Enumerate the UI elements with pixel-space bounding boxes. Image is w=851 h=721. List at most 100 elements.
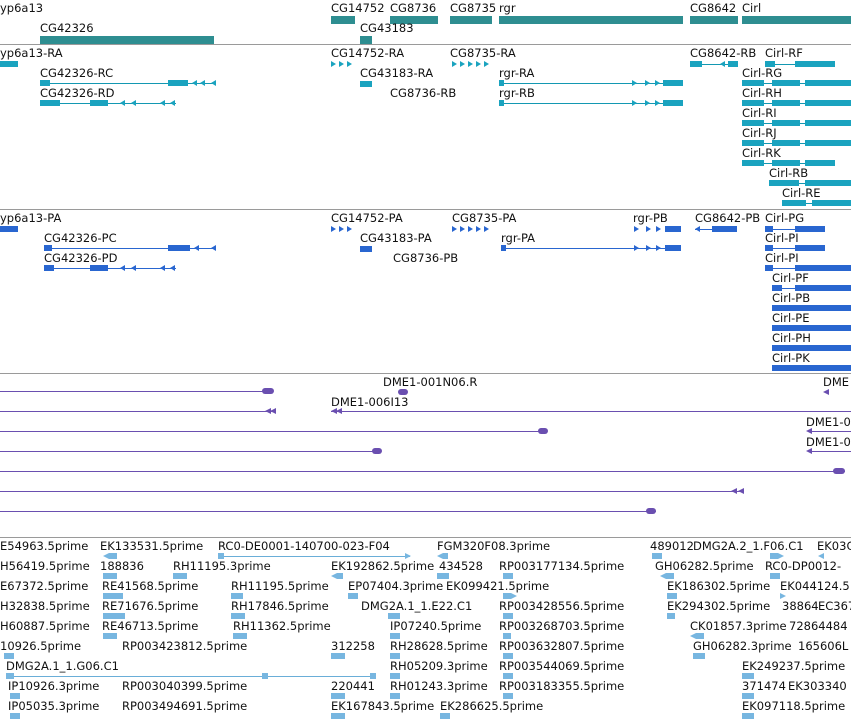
- protein-rgr-pb-exon[interactable]: [665, 226, 681, 232]
- transcript-cirl-rj-exon[interactable]: [742, 140, 764, 146]
- clone-label-dme-b[interactable]: DME1-0: [806, 415, 851, 429]
- est-feature[interactable]: [693, 653, 705, 659]
- transcript-rgr-rb-exon[interactable]: [499, 100, 504, 106]
- clone-label-i13[interactable]: DME1-006I13: [331, 395, 409, 409]
- transcript-label-cg42326-rd[interactable]: CG42326-RD: [40, 86, 115, 100]
- est-label[interactable]: EK249237.5prime: [742, 659, 846, 673]
- est-label[interactable]: RH11362.5prime: [233, 619, 331, 633]
- est-feature[interactable]: [666, 573, 674, 579]
- est-feature[interactable]: [233, 633, 247, 639]
- est-label[interactable]: FGM320F08.3prime: [437, 539, 551, 553]
- protein-cg42326-pd-exon[interactable]: [90, 265, 108, 271]
- transcript-cg42326-rc-exon[interactable]: [168, 80, 188, 86]
- protein-cirl-pf-exon[interactable]: [795, 285, 851, 291]
- est-label[interactable]: GH06282.3prime: [693, 639, 792, 653]
- transcript-cirl-rk-exon[interactable]: [772, 160, 800, 166]
- est-label[interactable]: RH05209.3prime: [390, 659, 488, 673]
- est-feature[interactable]: [173, 573, 187, 579]
- est-label[interactable]: EK03C: [817, 539, 851, 553]
- protein-cg42326-pc-exon[interactable]: [168, 245, 190, 251]
- gene-label-cg8735[interactable]: CG8735: [450, 1, 497, 15]
- est-label[interactable]: EK294302.5prime: [667, 599, 771, 613]
- transcript-label-cirl-ri[interactable]: Cirl-RI: [742, 106, 777, 120]
- est-label[interactable]: RP003268703.5prime: [499, 619, 625, 633]
- est-feature[interactable]: [390, 633, 400, 639]
- est-label[interactable]: RH11195.5prime: [231, 579, 329, 593]
- transcript-cirl-ri-exon[interactable]: [805, 120, 851, 126]
- protein-cg43183-pa[interactable]: [360, 246, 372, 252]
- protein-cirl-pi-exon[interactable]: [795, 265, 851, 271]
- est-feature[interactable]: [503, 633, 511, 639]
- est-label[interactable]: DMG2A.1_1.E22.C1: [361, 599, 473, 613]
- protein-cirl-pi-exon[interactable]: [795, 245, 825, 251]
- transcript-label-rgr-ra[interactable]: rgr-RA: [499, 66, 535, 80]
- clone-n06r[interactable]: [398, 389, 408, 395]
- gene-bar-cg14752[interactable]: [331, 16, 355, 24]
- est-feature[interactable]: [696, 633, 704, 639]
- est-label[interactable]: RC0-DP0012-: [765, 559, 842, 573]
- est-label[interactable]: EK192862.5prime: [331, 559, 435, 573]
- est-label[interactable]: 434528: [439, 559, 483, 573]
- transcript-cirl-rj-exon[interactable]: [772, 140, 800, 146]
- transcript-cg8642-rb-exon[interactable]: [690, 61, 702, 67]
- est-feature[interactable]: [10, 693, 20, 699]
- clone-end[interactable]: [833, 468, 845, 474]
- protein-rgr-pa-exon[interactable]: [665, 245, 681, 251]
- est-feature[interactable]: [770, 553, 778, 559]
- est-label[interactable]: IP07240.5prime: [390, 619, 482, 633]
- protein-label-cg8735-pa[interactable]: CG8735-PA: [452, 211, 517, 225]
- est-feature[interactable]: [370, 673, 376, 679]
- est-feature[interactable]: [742, 713, 754, 719]
- est-label[interactable]: RP003428556.5prime: [499, 599, 625, 613]
- est-feature[interactable]: [331, 693, 345, 699]
- transcript-cg42326-rd-exon[interactable]: [40, 100, 60, 106]
- est-label[interactable]: 312258: [331, 639, 375, 653]
- est-label[interactable]: RE71676.5prime: [102, 599, 199, 613]
- est-label[interactable]: 72864484: [789, 619, 848, 633]
- est-feature[interactable]: [770, 573, 780, 579]
- est-feature[interactable]: [742, 673, 754, 679]
- transcript-cirl-rh-exon[interactable]: [742, 100, 764, 106]
- est-feature[interactable]: [348, 593, 358, 599]
- est-label[interactable]: EK167843.5prime: [331, 699, 435, 713]
- gene-bar-cg8735[interactable]: [450, 16, 492, 24]
- gene-label-cg8642[interactable]: CG8642: [690, 1, 737, 15]
- est-label[interactable]: H32838.5prime: [0, 599, 90, 613]
- transcript-cg42326-rd-exon[interactable]: [90, 100, 108, 106]
- est-feature[interactable]: [10, 713, 20, 719]
- est-feature[interactable]: [331, 653, 345, 659]
- protein-label-cirl-pf[interactable]: Cirl-PF: [772, 271, 809, 285]
- transcript-label-cirl-rh[interactable]: Cirl-RH: [742, 86, 782, 100]
- est-label[interactable]: RH01243.3prime: [390, 679, 488, 693]
- est-feature[interactable]: [231, 613, 245, 619]
- est-feature[interactable]: [103, 593, 123, 599]
- protein-label-cg8642-pb[interactable]: CG8642-PB: [695, 211, 761, 225]
- est-label[interactable]: RP003494691.5prime: [122, 699, 248, 713]
- gene-label-cg43183[interactable]: CG43183: [360, 21, 414, 35]
- est-label[interactable]: RP003040399.5prime: [122, 679, 248, 693]
- protein-label-cyp-pa[interactable]: yp6a13-PA: [0, 211, 62, 225]
- est-feature[interactable]: [388, 613, 400, 619]
- gene-bar-cirl[interactable]: [742, 16, 851, 24]
- gene-label-cyp6a13[interactable]: yp6a13: [0, 1, 44, 15]
- protein-label-rgr-pa[interactable]: rgr-PA: [501, 231, 536, 245]
- protein-cirl-pi-exon[interactable]: [765, 265, 773, 271]
- protein-cirl-ph-exon[interactable]: [772, 345, 851, 351]
- est-feature[interactable]: [440, 713, 450, 719]
- est-feature[interactable]: [667, 593, 677, 599]
- est-label[interactable]: RH17846.5prime: [231, 599, 329, 613]
- transcript-cirl-rk-exon[interactable]: [805, 160, 835, 166]
- gene-label-cirl[interactable]: Cirl: [742, 1, 762, 15]
- protein-label-cirl-pe[interactable]: Cirl-PE: [772, 311, 810, 325]
- est-label[interactable]: EK303340: [788, 679, 847, 693]
- gene-bar-cg42326[interactable]: [40, 36, 214, 44]
- transcript-rgr-ra-exon[interactable]: [499, 80, 504, 86]
- transcript-cirl-re-exon[interactable]: [782, 200, 806, 206]
- transcript-label-rgr-rb[interactable]: rgr-RB: [499, 86, 535, 100]
- transcript-label-cirl-rf[interactable]: Cirl-RF: [765, 46, 803, 60]
- gene-bar-cg8736[interactable]: [390, 16, 438, 24]
- est-label[interactable]: E67372.5prime: [0, 579, 89, 593]
- gene-bar-cg43183[interactable]: [360, 36, 372, 44]
- est-feature[interactable]: [652, 553, 662, 559]
- protein-cirl-pe-exon[interactable]: [772, 325, 851, 331]
